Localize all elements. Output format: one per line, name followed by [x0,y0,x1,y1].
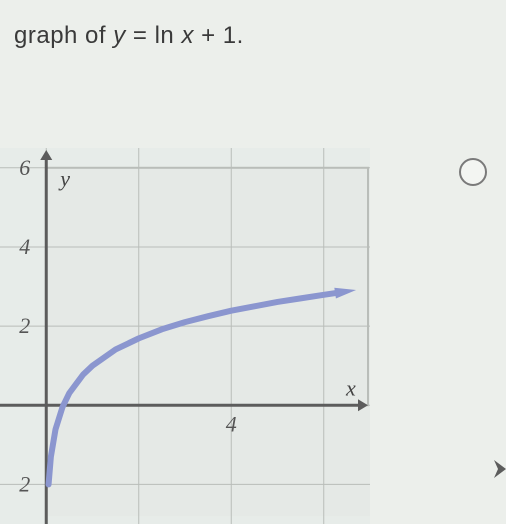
svg-text:x: x [345,375,356,400]
prompt-equals: = ln [126,22,182,49]
graph-panel: 2 2 4 6 4 x y [0,148,370,524]
svg-text:y: y [58,166,70,191]
prompt-var-y: y [113,22,126,49]
ln-graph: 2 2 4 6 4 x y [0,148,370,524]
svg-text:2: 2 [19,471,30,496]
answer-radio[interactable] [459,158,487,186]
axis-arrow-right-icon [494,460,506,478]
svg-text:6: 6 [19,155,30,180]
prompt-prefix: graph of [14,22,113,49]
svg-text:4: 4 [226,411,237,436]
prompt-suffix: + 1. [194,22,244,49]
prompt-var-x: x [181,22,194,49]
svg-text:4: 4 [19,234,30,259]
question-prompt: graph of y = ln x + 1. [14,22,244,50]
svg-text:2: 2 [19,313,30,338]
